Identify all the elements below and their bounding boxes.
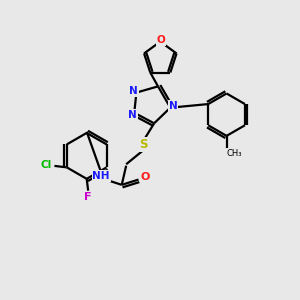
Text: N: N — [128, 110, 137, 120]
Text: CH₃: CH₃ — [226, 149, 242, 158]
Text: N: N — [129, 86, 138, 96]
Text: O: O — [140, 172, 149, 182]
Text: O: O — [157, 35, 165, 45]
Text: NH: NH — [92, 171, 110, 181]
Text: S: S — [140, 138, 148, 151]
Text: F: F — [84, 192, 92, 202]
Text: N: N — [169, 101, 178, 111]
Text: Cl: Cl — [40, 160, 52, 170]
